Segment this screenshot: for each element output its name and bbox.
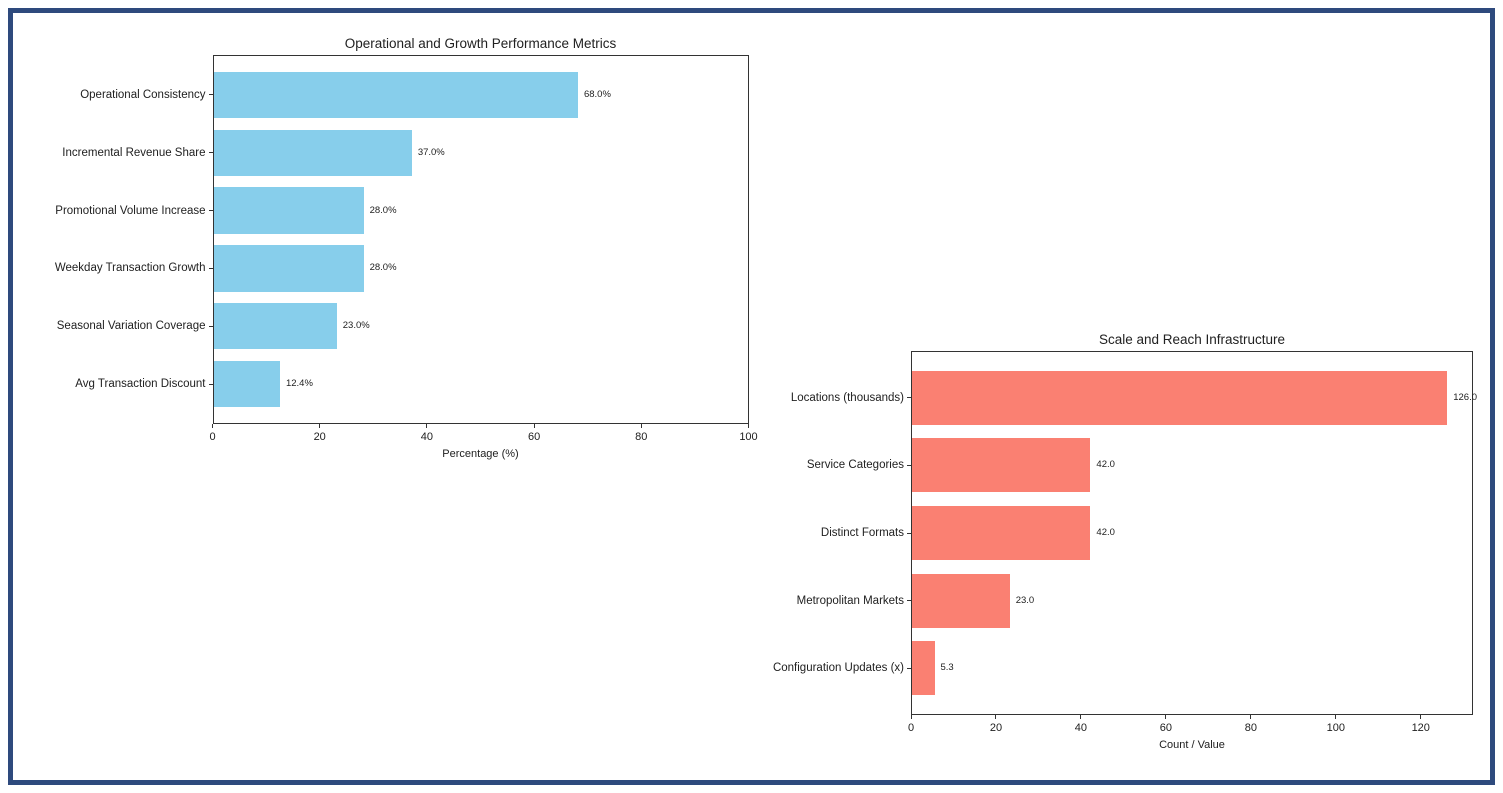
y-tick-label: Service Categories [806, 459, 904, 472]
y-tick-mark [907, 667, 911, 669]
y-tick-mark [208, 267, 213, 269]
x-axis-label: Percentage (%) [442, 448, 519, 460]
x-tick-label: 40 [420, 431, 434, 443]
y-tick-mark [208, 94, 213, 96]
y-tick-mark [208, 152, 213, 154]
x-tick-label: 20 [313, 431, 326, 443]
bar [213, 187, 364, 234]
bar-value-label: 5.3 [940, 662, 954, 674]
y-tick-label: Avg Transaction Discount [75, 378, 206, 391]
x-tick-mark [910, 715, 912, 719]
x-tick-label: 80 [635, 431, 648, 443]
bar-value-label: 28.0% [369, 262, 397, 274]
x-tick-mark [640, 424, 642, 428]
bar-value-label: 42.0 [1096, 459, 1115, 471]
bar-value-label: 23.0 [1015, 594, 1035, 606]
y-tick-label: Incremental Revenue Share [62, 146, 206, 159]
x-tick-mark [1420, 715, 1422, 719]
x-axis-label: Count / Value [1159, 739, 1225, 751]
x-tick-mark [748, 424, 749, 428]
bar [213, 303, 337, 350]
y-tick-label: Weekday Transaction Growth [54, 262, 206, 275]
x-tick-mark [1165, 715, 1167, 719]
y-tick-label: Metropolitan Markets [796, 594, 904, 607]
bar [213, 360, 280, 408]
chart-title: Scale and Reach Infrastructure [1098, 332, 1286, 347]
y-tick-mark [208, 325, 213, 327]
x-tick-label: 0 [907, 722, 915, 734]
chart-title: Operational and Growth Performance Metri… [344, 36, 617, 51]
x-tick-mark [212, 424, 213, 428]
y-tick-mark [208, 383, 213, 385]
y-tick-label: Distinct Formats [820, 527, 904, 539]
x-tick-label: 100 [1326, 722, 1345, 734]
bar [912, 370, 1448, 425]
y-tick-label: Configuration Updates (x) [772, 662, 904, 675]
x-tick-mark [426, 424, 428, 428]
bar-value-label: 28.0% [369, 204, 397, 216]
y-tick-mark [208, 210, 213, 212]
bar [912, 641, 935, 696]
x-tick-label: 60 [1159, 722, 1172, 734]
x-tick-mark [319, 424, 321, 428]
bar [213, 245, 364, 292]
bar-value-label: 12.4% [285, 378, 313, 390]
y-tick-mark [907, 532, 911, 534]
x-tick-label: 0 [209, 431, 216, 443]
x-tick-label: 120 [1411, 722, 1430, 734]
y-tick-label: Promotional Volume Increase [55, 204, 206, 217]
x-tick-label: 80 [1244, 722, 1257, 734]
x-tick-label: 20 [989, 722, 1003, 734]
y-tick-label: Seasonal Variation Coverage [56, 320, 206, 333]
bar-value-label: 126.0 [1453, 391, 1478, 403]
y-tick-label: Operational Consistency [80, 88, 206, 101]
bar-value-label: 42.0 [1096, 527, 1115, 538]
x-tick-mark [533, 424, 535, 428]
x-tick-label: 100 [739, 431, 758, 443]
bar [912, 505, 1091, 561]
y-tick-mark [907, 464, 911, 466]
x-tick-mark [1080, 715, 1082, 719]
bar [912, 438, 1091, 493]
bar [213, 129, 412, 176]
x-tick-mark [995, 715, 997, 719]
x-tick-label: 60 [527, 431, 541, 443]
y-tick-label: Locations (thousands) [790, 391, 904, 404]
y-tick-mark [907, 600, 911, 602]
x-tick-label: 40 [1074, 722, 1088, 734]
y-tick-mark [907, 397, 911, 399]
bar [912, 573, 1010, 628]
bar-value-label: 23.0% [342, 320, 370, 332]
x-tick-mark [1335, 715, 1337, 719]
bar-value-label: 37.0% [417, 146, 445, 158]
bar-value-label: 68.0% [583, 88, 611, 100]
bar [213, 71, 578, 119]
x-tick-mark [1250, 715, 1252, 719]
